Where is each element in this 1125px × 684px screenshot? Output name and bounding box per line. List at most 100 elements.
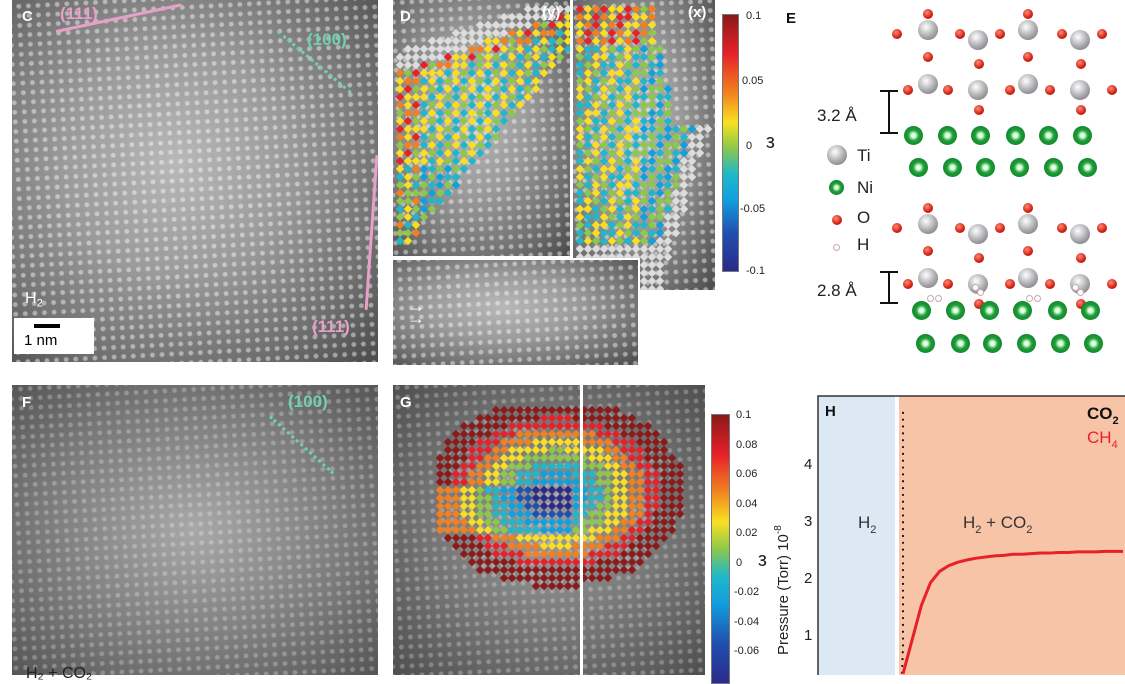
colorbar-tick: 0: [736, 556, 743, 569]
o-atom: [1076, 253, 1086, 263]
ti-atom: [1018, 268, 1038, 288]
co2-point: [901, 644, 905, 647]
colorbar-d: [722, 14, 739, 272]
facet-label: (100): [307, 30, 347, 49]
ni-atom: [903, 125, 923, 145]
ti-atom: [1070, 80, 1090, 100]
colorbar-tick: 0.04: [736, 497, 758, 510]
panel-c-label: C: [22, 8, 33, 25]
ni-atom: [908, 157, 928, 177]
co2-point: [901, 445, 905, 449]
co2-point: [901, 473, 905, 476]
panel-e-label: E: [786, 10, 797, 27]
o-atom: [1076, 299, 1086, 309]
co2-point: [901, 534, 905, 538]
colorbar-g: [711, 414, 730, 684]
ti-atom: [968, 224, 988, 244]
co2-point: [901, 425, 905, 428]
o-atom: [892, 223, 902, 233]
strain-marker: [627, 565, 637, 575]
ti-atom: [968, 80, 988, 100]
o-atom: [1023, 52, 1033, 62]
o-atom: [943, 279, 953, 289]
co2-point: [901, 623, 905, 626]
co2-point: [901, 651, 904, 654]
ni-atom: [942, 157, 962, 177]
co2-point: [901, 596, 905, 599]
co2-point: [901, 500, 905, 503]
ni-atom: [915, 333, 935, 353]
ni-atom: [982, 333, 1002, 353]
o-atom: [955, 29, 965, 39]
o-atom: [974, 253, 984, 263]
co2-point: [901, 439, 905, 442]
co2-point: [901, 562, 905, 565]
y-tick-label: 1: [804, 627, 812, 644]
colorbar-tick: -0.04: [734, 615, 760, 628]
o-atom: [923, 52, 933, 62]
co2-point: [901, 657, 904, 661]
legend-h-icon: [833, 244, 840, 251]
scale-bar: 1 nm: [14, 318, 94, 354]
co2-point: [901, 603, 905, 606]
legend-o-icon: [832, 215, 842, 225]
axis-frame: [817, 395, 1125, 675]
colorbar-tick: 0.1: [746, 10, 762, 22]
co2-point: [901, 541, 905, 544]
co2-point: [901, 616, 905, 620]
o-atom: [1023, 9, 1033, 19]
o-atom: [903, 85, 913, 95]
co2-point: [901, 452, 905, 455]
co2-point: [901, 548, 905, 551]
ni-atom: [1047, 300, 1067, 320]
legend-ni-icon: [829, 180, 844, 195]
panel-d-image-y: [393, 0, 570, 256]
y-tick-label: 4: [804, 456, 812, 473]
strain-marker: [571, 581, 581, 591]
ni-atom: [1043, 157, 1063, 177]
facet-label: (111): [60, 4, 98, 23]
panel-h-label: H: [825, 403, 836, 420]
h-atom: [971, 283, 979, 291]
ti-atom: [968, 30, 988, 50]
colorbar-tick: -0.02: [734, 586, 760, 598]
h2-co2-region: [899, 396, 1125, 675]
panel-d-inset: → →: [393, 258, 640, 365]
strain-marker: [603, 573, 613, 583]
y-axis-label: Pressure (Torr) 10-8: [773, 525, 792, 655]
legend-ni: Ni: [857, 178, 874, 197]
ni-atom: [1038, 125, 1058, 145]
ni-atom: [975, 157, 995, 177]
panel-f-image: [12, 385, 378, 675]
ni-atom: [970, 125, 990, 145]
colorbar-tick: -0.06: [734, 645, 760, 657]
o-atom: [974, 299, 984, 309]
ti-atom: [1018, 20, 1038, 40]
legend-h: H: [857, 235, 870, 254]
o-atom: [974, 59, 984, 69]
o-atom: [1107, 85, 1117, 95]
ni-atom: [1077, 157, 1097, 177]
o-atom: [995, 29, 1005, 39]
colorbar-tick: 0.05: [742, 75, 764, 87]
ni-atom: [911, 300, 931, 320]
o-atom: [995, 223, 1005, 233]
o-atom: [1005, 85, 1015, 95]
spacing-bar: [880, 271, 898, 304]
crystal-structure: [892, 9, 1117, 353]
o-atom: [923, 246, 933, 256]
co2-point: [901, 486, 905, 490]
ti-atom: [918, 74, 938, 94]
facet-label: (100): [288, 392, 328, 411]
o-atom: [923, 9, 933, 19]
o-atom: [943, 85, 953, 95]
co2-point: [901, 418, 905, 421]
colorbar-tick: 0.08: [736, 438, 758, 451]
o-atom: [1005, 279, 1015, 289]
ni-atom: [945, 300, 965, 320]
o-atom: [974, 105, 984, 115]
o-atom: [1057, 29, 1067, 39]
h-atom: [976, 288, 984, 296]
ti-atom: [918, 268, 938, 288]
ti-atom: [1070, 224, 1090, 244]
